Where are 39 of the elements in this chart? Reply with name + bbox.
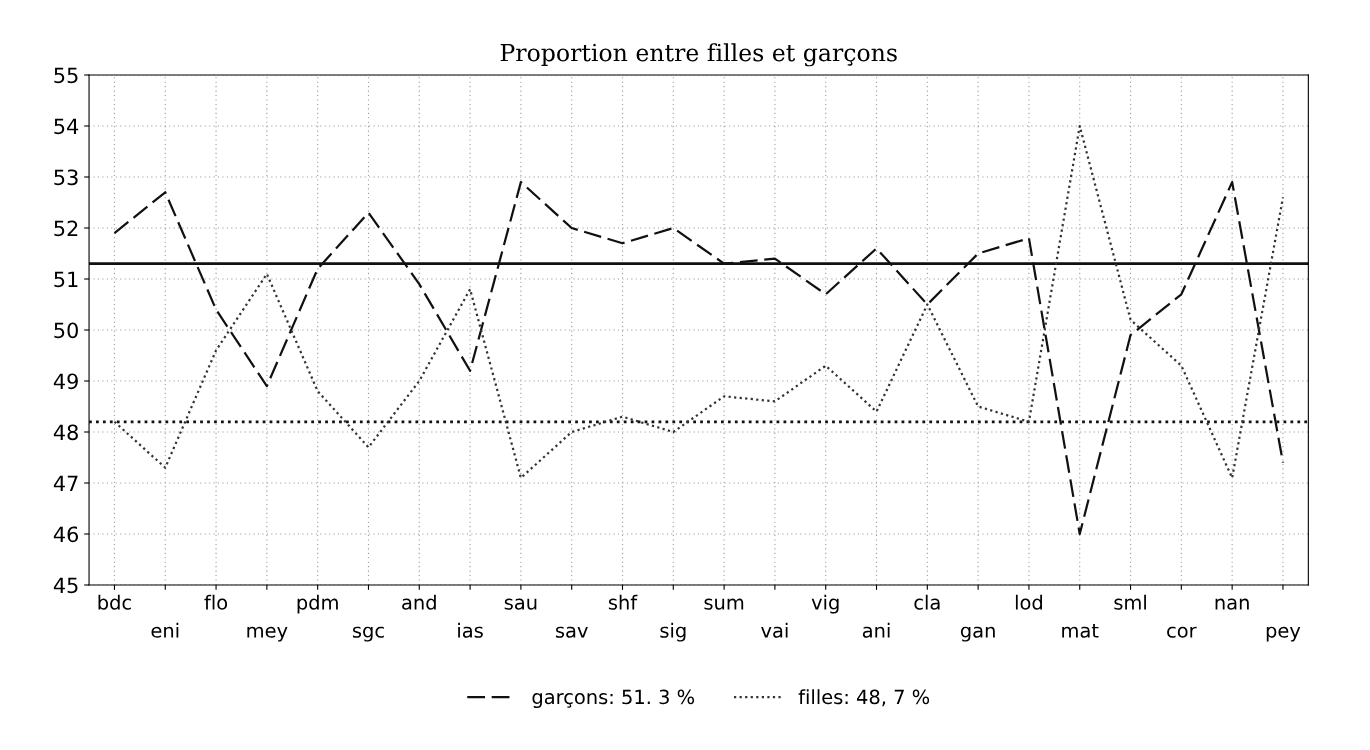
y-tick-label: 51 bbox=[54, 271, 78, 288]
y-tick-label: 54 bbox=[54, 118, 79, 135]
y-tick-label: 48 bbox=[53, 424, 78, 441]
y-tick-label: 47 bbox=[53, 475, 78, 491]
y-tick-label: 55 bbox=[54, 67, 78, 84]
legend-label: filles: 48, 7 % bbox=[798, 689, 930, 707]
x-tick-label: sum bbox=[704, 598, 744, 610]
x-tick-label: flo bbox=[204, 594, 228, 610]
x-tick-label: eni bbox=[151, 622, 179, 638]
x-tick-label: lod bbox=[1015, 594, 1042, 610]
x-tick-label: bdc bbox=[98, 594, 131, 610]
x-tick-label: mat bbox=[1062, 623, 1099, 638]
chart-title: Proportion entre filles et garçons bbox=[500, 43, 897, 67]
y-tick-label: 52 bbox=[54, 220, 78, 237]
x-tick-label: cla bbox=[914, 594, 940, 610]
x-tick-label: sau bbox=[504, 598, 537, 610]
x-tick-label: gan bbox=[960, 626, 995, 642]
y-tick-label: 46 bbox=[53, 526, 79, 543]
line-series bbox=[113, 124, 1285, 480]
x-tick-label: sml bbox=[1114, 594, 1146, 610]
y-tick-label: 49 bbox=[53, 373, 78, 390]
y-tick-label: 45 bbox=[53, 577, 78, 594]
x-tick-label: sav bbox=[555, 626, 588, 638]
x-tick-label: and bbox=[402, 594, 436, 610]
x-tick-label: pey bbox=[1266, 626, 1301, 642]
legend-label: garçons: 51. 3 % bbox=[532, 689, 695, 709]
x-tick-label: cor bbox=[1167, 626, 1197, 638]
x-tick-label: shf bbox=[608, 594, 638, 610]
x-tick-label: nan bbox=[1215, 598, 1249, 610]
y-tick-label: 50 bbox=[54, 322, 78, 339]
x-tick-label: mey bbox=[247, 626, 288, 642]
y-tick-label: 53 bbox=[54, 169, 78, 186]
x-tick-label: sig bbox=[660, 622, 686, 642]
x-tick-label: vai bbox=[761, 622, 788, 638]
x-tick-label: ani bbox=[862, 622, 890, 638]
x-tick-label: vig bbox=[811, 594, 839, 614]
x-tick-label: sgc bbox=[352, 626, 384, 642]
x-tick-label: ias bbox=[458, 622, 483, 638]
x-tick-label: pdm bbox=[297, 594, 338, 614]
